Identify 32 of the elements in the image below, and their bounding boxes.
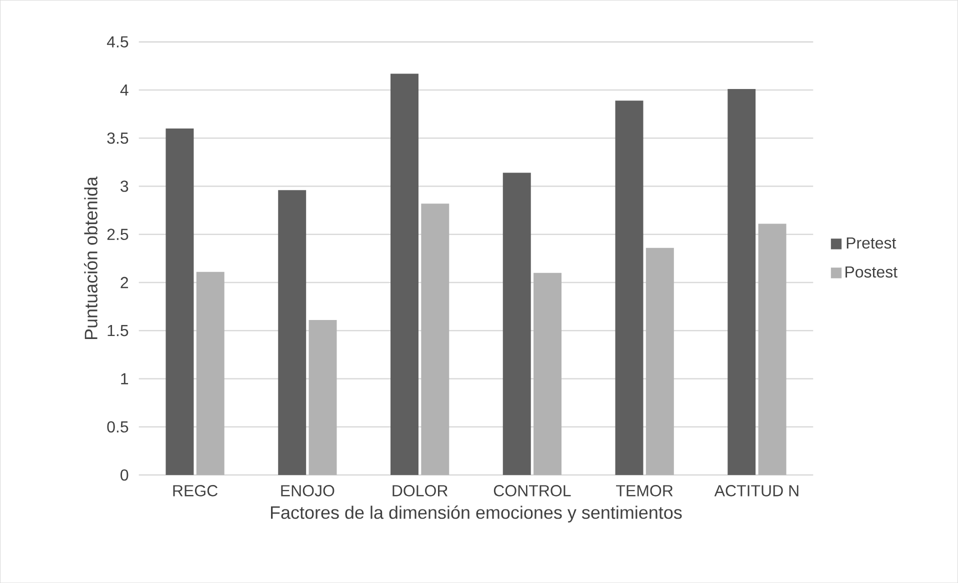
bar [421,203,450,475]
x-tick-label: DOLOR [392,484,448,496]
x-tick-label: ACTITUD N [714,484,798,496]
y-axis-title: Puntuación obtenida [84,176,98,339]
x-tick-label: CONTROL [494,484,571,496]
bar [196,272,224,475]
y-tick-label: 2 [120,276,128,288]
y-tick-label: 0 [120,469,128,481]
bar [308,320,337,475]
bar [390,74,418,475]
y-tick-label: 3.5 [107,132,128,144]
y-tick-label: 4 [120,84,128,96]
x-axis-title: Factores de la dimensión emociones y sentimientos [271,505,682,522]
legend-label: Pretest [846,237,896,249]
legend-label: Postest [846,266,898,278]
y-tick-label: 0.5 [107,421,128,432]
y-tick-label: 3 [120,180,128,192]
bar [615,100,644,475]
y-tick-label: 4.5 [106,36,128,48]
x-tick-label: ENOJO [281,484,334,496]
bar [534,272,562,475]
bar [728,88,756,475]
bar [166,128,194,475]
bar [758,224,786,475]
y-tick-label: 1 [121,373,128,384]
bar [278,190,306,475]
bar [502,172,531,475]
x-tick-label: TEMOR [616,484,673,496]
y-tick-label: 2.5 [107,228,128,240]
bar [646,248,674,475]
x-tick-label: REGC [173,484,218,496]
y-tick-label: 1.5 [108,324,128,336]
